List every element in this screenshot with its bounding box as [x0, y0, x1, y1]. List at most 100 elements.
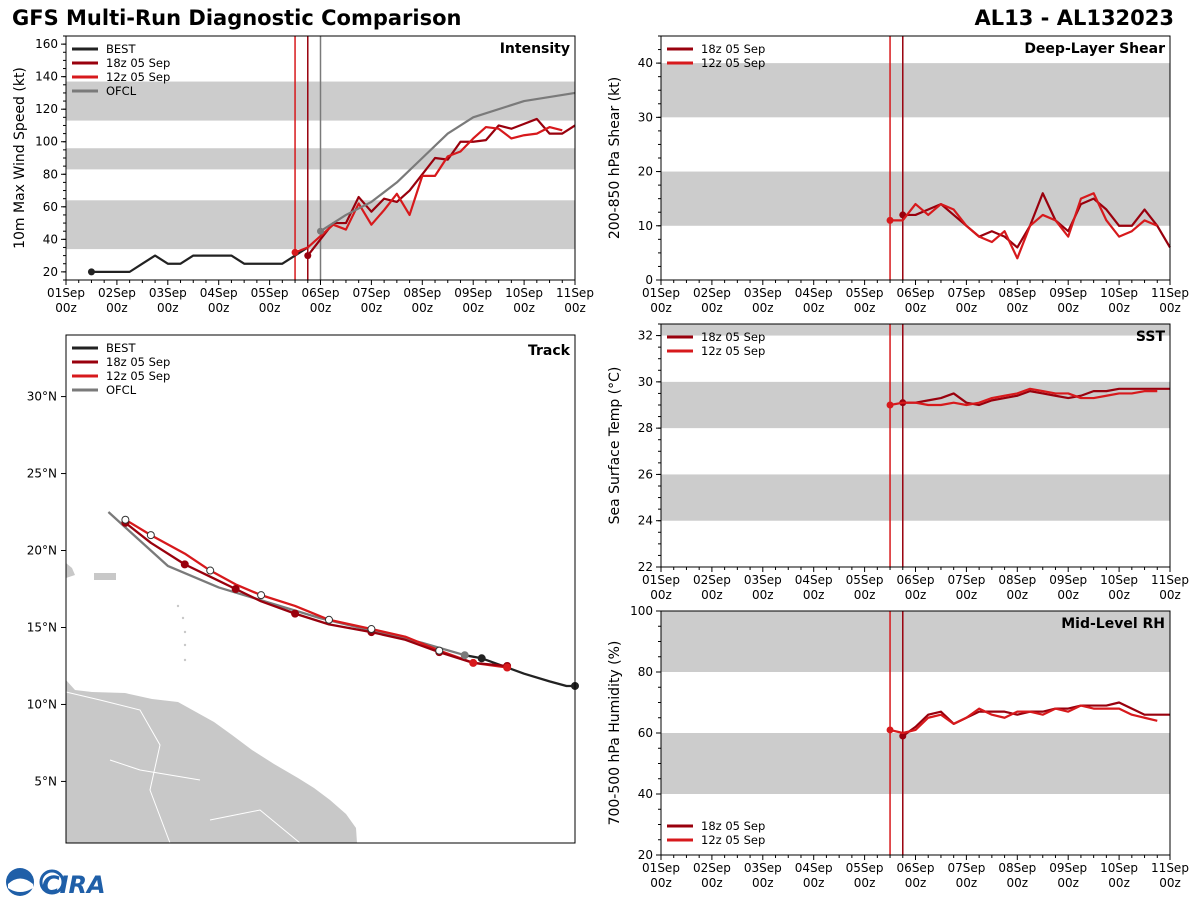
- sst-xtick-date: 05Sep: [846, 573, 884, 587]
- south-america-landmass: [66, 680, 357, 843]
- track-marker-18z-05-sep: [291, 609, 300, 618]
- intensity-xtick-hour: 00z: [361, 301, 383, 315]
- intensity-start-marker-best: [87, 268, 95, 276]
- rh-ytick-label: 40: [638, 787, 653, 801]
- intensity-xtick-hour: 00z: [55, 301, 77, 315]
- cira-logo: CIRA: [6, 868, 106, 899]
- intensity-xtick-date: 01Sep: [47, 286, 85, 300]
- shear-band-1: [661, 63, 1170, 118]
- intensity-xtick-hour: 00z: [564, 301, 586, 315]
- intensity-xtick-hour: 00z: [310, 301, 332, 315]
- sst-band-0: [661, 474, 1170, 521]
- track-ytick-label: 25°N: [27, 467, 57, 481]
- shear-xtick-hour: 00z: [854, 301, 876, 315]
- rh-xtick-hour: 00z: [1108, 876, 1130, 890]
- intensity-xtick-date: 05Sep: [251, 286, 289, 300]
- rh-ytick-label: 80: [638, 665, 653, 679]
- sst-xtick-hour: 00z: [854, 588, 876, 602]
- track-marker-18z-05-sep: [231, 585, 240, 593]
- hispaniola-edge: [66, 563, 75, 578]
- page-title: GFS Multi-Run Diagnostic Comparison: [12, 6, 462, 30]
- rh-xtick-hour: 00z: [752, 876, 774, 890]
- shear-xtick-hour: 00z: [956, 301, 978, 315]
- rh-xtick-hour: 00z: [1007, 876, 1029, 890]
- track-marker-12z-05-sep: [503, 663, 512, 672]
- rh-xtick-hour: 00z: [905, 876, 927, 890]
- rh-title: Mid-Level RH: [1061, 616, 1165, 632]
- track-series-18z-05-sep: [124, 521, 508, 668]
- track-title: Track: [528, 343, 571, 359]
- sst-xtick-hour: 00z: [905, 588, 927, 602]
- shear-xtick-hour: 00z: [1108, 301, 1130, 315]
- sst-xtick-date: 08Sep: [998, 573, 1036, 587]
- intensity-legend-label: BEST: [106, 42, 136, 56]
- puerto-rico: [94, 573, 116, 580]
- intensity-ytick-label: 60: [43, 200, 58, 214]
- sst-xtick-date: 10Sep: [1100, 573, 1138, 587]
- track-marker-best: [477, 654, 486, 663]
- rh-start-marker-12z-05-sep: [886, 726, 894, 734]
- rh-ylabel: 700-500 hPa Humidity (%): [607, 641, 623, 826]
- intensity-xtick-hour: 00z: [513, 301, 535, 315]
- rh-xtick-date: 05Sep: [846, 861, 884, 875]
- lesser-antilles-island: [176, 604, 180, 608]
- rh-series-18z-05-sep: [902, 701, 1170, 737]
- track-frame: [65, 334, 576, 844]
- lesser-antilles-island: [183, 658, 187, 662]
- sst-xtick-date: 02Sep: [693, 573, 731, 587]
- rh-xtick-hour: 00z: [854, 876, 876, 890]
- shear-xtick-hour: 00z: [650, 301, 672, 315]
- intensity-series-ofcl: [319, 91, 576, 233]
- rh-xtick-hour: 00z: [956, 876, 978, 890]
- intensity-ytick-label: 160: [35, 37, 58, 51]
- track-marker-12z-05-sep: [469, 658, 478, 667]
- rh-band-0: [661, 733, 1170, 794]
- shear-xtick-hour: 00z: [1057, 301, 1079, 315]
- sst-band-2: [661, 324, 1170, 336]
- rh-ytick-label: 100: [630, 604, 653, 618]
- rh-xtick-date: 11Sep: [1151, 861, 1189, 875]
- lesser-antilles-island: [181, 616, 185, 620]
- sst-xtick-hour: 00z: [752, 588, 774, 602]
- rh-xtick-hour: 00z: [803, 876, 825, 890]
- lesser-antilles-island: [183, 643, 187, 647]
- sst-xtick-hour: 00z: [701, 588, 723, 602]
- track-marker-12z-05-sep: [146, 531, 155, 540]
- shear-xtick-hour: 00z: [1007, 301, 1029, 315]
- shear-xtick-date: 11Sep: [1151, 286, 1189, 300]
- sst-ytick-label: 22: [638, 560, 653, 574]
- intensity-ytick-label: 40: [43, 232, 58, 246]
- track-marker-12z-05-sep: [367, 625, 376, 634]
- shear-ytick-label: 30: [638, 110, 653, 124]
- sst-frame: [660, 323, 1171, 568]
- rh-xtick-date: 01Sep: [642, 861, 680, 875]
- track-ytick-label: 30°N: [27, 390, 57, 404]
- shear-ylabel: 200-850 hPa Shear (kt): [607, 77, 623, 239]
- intensity-xtick-date: 09Sep: [454, 286, 492, 300]
- track-marker-ofcl: [460, 651, 469, 660]
- intensity-xtick-hour: 00z: [259, 301, 281, 315]
- intensity-start-marker-18z-05-sep: [304, 252, 312, 260]
- shear-xtick-date: 03Sep: [744, 286, 782, 300]
- rh-start-marker-18z-05-sep: [899, 732, 907, 740]
- shear-ytick-label: 40: [638, 56, 653, 70]
- intensity-start-marker-12z-05-sep: [291, 248, 299, 256]
- shear-xtick-date: 07Sep: [947, 286, 985, 300]
- track-legend-label: OFCL: [106, 383, 137, 397]
- rh-xtick-date: 03Sep: [744, 861, 782, 875]
- rh-xtick-hour: 00z: [650, 876, 672, 890]
- track-marker-12z-05-sep: [435, 646, 444, 655]
- intensity-xtick-date: 03Sep: [149, 286, 187, 300]
- rh-xtick-date: 09Sep: [1049, 861, 1087, 875]
- sst-ytick-label: 24: [638, 514, 653, 528]
- rh-xtick-hour: 00z: [701, 876, 723, 890]
- rh-band-1: [661, 611, 1170, 672]
- intensity-xtick-hour: 00z: [462, 301, 484, 315]
- intensity-ytick-label: 80: [43, 167, 58, 181]
- intensity-xtick-hour: 00z: [208, 301, 230, 315]
- sst-ytick-label: 28: [638, 421, 653, 435]
- intensity-start-marker-ofcl: [317, 227, 324, 235]
- sst-xtick-hour: 00z: [1108, 588, 1130, 602]
- intensity-legend-label: 18z 05 Sep: [106, 56, 170, 70]
